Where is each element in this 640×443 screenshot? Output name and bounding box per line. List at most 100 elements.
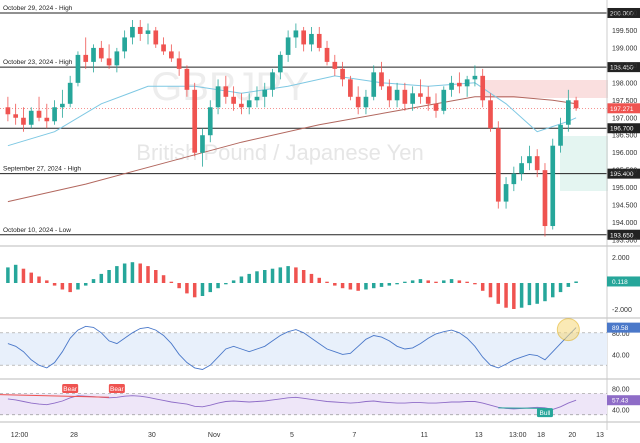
rsi-band [0, 393, 607, 415]
stoch-tick-label: 80.00 [612, 331, 630, 338]
candle-body [301, 30, 307, 45]
candle-body [215, 86, 221, 108]
price-tick-label: 195.000 [612, 185, 637, 192]
level-label: October 29, 2024 - High [3, 5, 73, 12]
level-label: September 27, 2024 - High [3, 166, 81, 173]
level-price-tag [607, 123, 640, 134]
candle-body [176, 58, 182, 69]
price-tick-label: 195.500 [612, 168, 637, 175]
signal-badge [536, 408, 553, 418]
candle-body [130, 26, 135, 38]
candle-body [75, 54, 81, 83]
candle-body [137, 26, 143, 34]
overbought-highlight [556, 318, 580, 342]
candle-body [527, 156, 532, 164]
candle-body [410, 93, 415, 104]
candle-body [480, 75, 486, 101]
price-tick-label: 194.000 [612, 220, 637, 227]
candle-body [418, 93, 423, 97]
candle-body [565, 100, 571, 125]
stoch-line [7, 325, 577, 370]
price-tick-label: 196.500 [612, 133, 637, 140]
signal-badge [62, 383, 79, 393]
candle-body [542, 170, 548, 227]
level-price-text: 196.700 [610, 126, 634, 133]
candle-body [441, 89, 447, 111]
candle-body [200, 135, 205, 153]
candle-body [52, 107, 57, 122]
signal-text: Bull [540, 410, 551, 417]
candle-body [254, 96, 260, 101]
price-axis: 200.000 199.500 199.000 198.500 198.000 197.5… [612, 10, 637, 244]
price-tick-label: 198.000 [612, 80, 637, 87]
candle-body [246, 100, 252, 108]
time-tick-label: 13 [596, 432, 604, 439]
candle-body [309, 33, 314, 45]
candle-body [402, 89, 408, 104]
candle-body [316, 33, 322, 48]
candle-body [425, 96, 431, 104]
candle-body [83, 54, 89, 62]
ema-fast-line [7, 75, 577, 147]
candle-body [449, 82, 454, 90]
candle-body [277, 54, 283, 73]
candle-body [472, 75, 478, 80]
ao-current-tag [607, 276, 640, 287]
time-tick-label: 11 [421, 432, 428, 439]
candle-body [114, 51, 120, 66]
candle-body [293, 30, 299, 38]
candle-body [457, 82, 462, 87]
level-label: October 10, 2024 - Low [3, 227, 71, 234]
candle-body [495, 128, 501, 202]
price-tick-label: 198.500 [612, 63, 637, 70]
candle-body [433, 103, 439, 111]
stoch-tick-label: 40.00 [612, 352, 630, 359]
current-price-text: 197.271 [610, 106, 634, 113]
candle-body [106, 58, 112, 66]
signal-text: Bear [63, 386, 78, 393]
time-tick-label: 13 [475, 432, 483, 439]
rsi-tick-label: 40.00 [612, 407, 630, 414]
watermark-subtitle: British Pound / Japanese Yen [136, 140, 423, 165]
candle-body [184, 68, 190, 90]
current-price-tag [607, 103, 640, 114]
candle-body [44, 117, 50, 122]
candle-body [192, 89, 198, 153]
stoch-band [0, 332, 607, 366]
candle-body [573, 100, 579, 109]
candle-body [207, 107, 213, 136]
key-levels: October 29, 2024 - High 200.000 October 23… [0, 5, 640, 240]
candle-body [13, 114, 19, 118]
time-tick-label: 7 [352, 432, 356, 439]
candle-body [371, 72, 377, 97]
candle-body [60, 103, 65, 108]
level-price-tag [607, 62, 640, 73]
price-tick-label: 196.000 [612, 150, 637, 157]
candle-body [67, 82, 73, 104]
level-price-text: 198.450 [610, 65, 634, 72]
time-axis: 12:00 28 30 Nov 5 7 11 13 13:00 18 20 13 [11, 432, 604, 439]
candle-body [98, 47, 104, 59]
time-tick-label: 5 [290, 432, 294, 439]
time-tick-label: 30 [148, 432, 156, 439]
moving-averages [7, 75, 577, 203]
bull-divergence-line [498, 407, 545, 409]
stoch-current-text: 89.58 [612, 325, 629, 332]
rsi-current-text: 57.43 [612, 398, 629, 405]
price-tick-label: 197.500 [612, 98, 637, 105]
candle-body [386, 86, 392, 101]
candle-body [91, 47, 96, 62]
resistance-zone [482, 80, 608, 98]
candle-body [262, 89, 268, 97]
price-tick-label: 194.500 [612, 203, 637, 210]
time-tick-label: 20 [568, 432, 576, 439]
candle-body [503, 184, 509, 202]
candle-body [231, 96, 236, 104]
stoch-current-tag [607, 322, 640, 333]
candle-body [161, 44, 166, 52]
price-tick-label: 199.000 [612, 45, 637, 52]
ao-current-text: 0.118 [612, 279, 628, 286]
time-tick-label: 28 [70, 432, 78, 439]
candle-body [379, 72, 384, 87]
